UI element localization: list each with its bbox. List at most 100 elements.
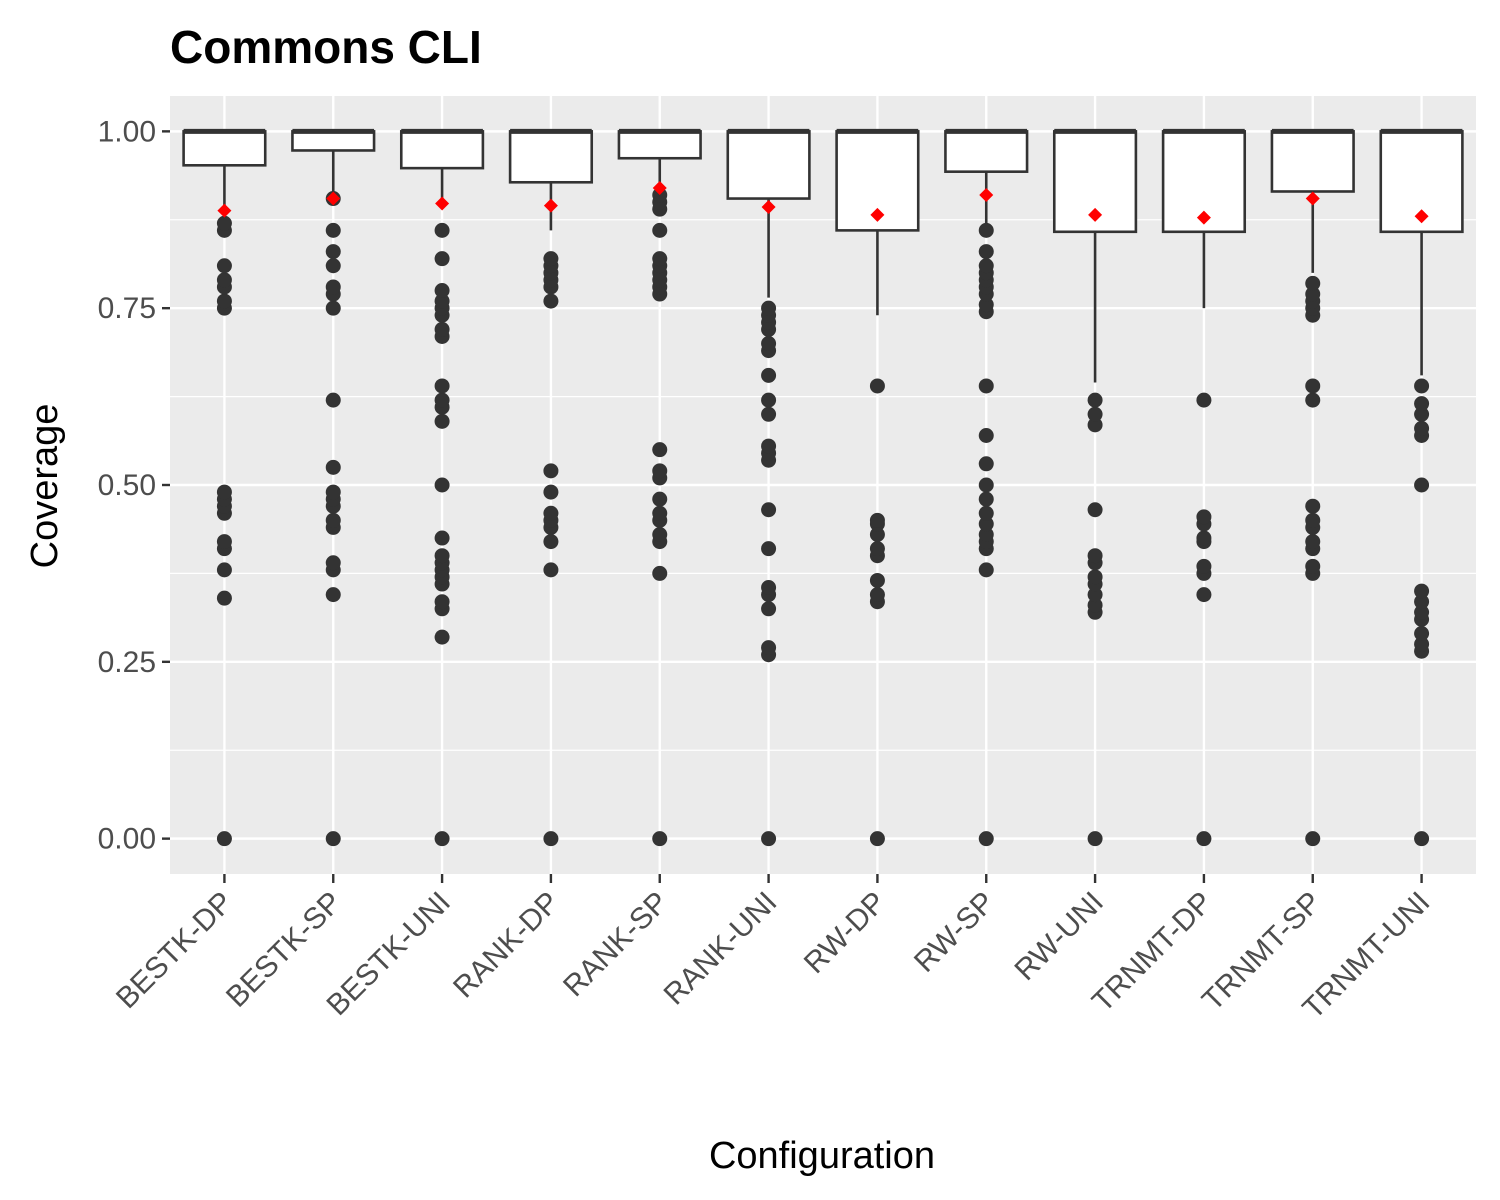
x-tick-label: RW-SP: [908, 886, 1001, 979]
outlier-point: [1305, 498, 1321, 514]
outlier-point: [434, 283, 450, 298]
outlier-point: [1087, 392, 1103, 408]
mean-marker: [979, 188, 994, 203]
outlier-point: [216, 293, 232, 309]
outlier-point: [978, 258, 994, 274]
outlier-point: [216, 534, 232, 550]
outlier-point: [1087, 597, 1103, 613]
outlier-point: [434, 251, 450, 267]
outlier-point: [1305, 286, 1321, 302]
outlier-point: [216, 590, 232, 606]
outlier-point: [652, 527, 668, 543]
box-body: [1270, 130, 1355, 193]
outlier-point: [652, 442, 668, 458]
x-tick-label: RANK-SP: [557, 886, 675, 1004]
outlier-point: [978, 831, 994, 847]
outlier-point: [1414, 626, 1430, 642]
outlier-point: [652, 187, 668, 203]
outlier-point: [325, 587, 341, 603]
outlier-point: [1196, 558, 1212, 574]
outlier-point: [1087, 587, 1103, 603]
outlier-point: [761, 392, 777, 408]
box-body: [726, 130, 811, 200]
box-trnmt-dp: [1161, 128, 1247, 847]
outlier-point: [869, 512, 885, 528]
outlier-point: [434, 831, 450, 847]
box-trnmt-uni: [1379, 128, 1464, 847]
outlier-point: [543, 484, 559, 500]
outlier-point: [1196, 831, 1212, 847]
outlier-point: [869, 587, 885, 603]
outlier-point: [978, 562, 994, 578]
outlier-point: [1087, 548, 1103, 564]
outlier-point: [869, 541, 885, 557]
outlier-point: [761, 367, 777, 383]
outlier-point: [652, 505, 668, 521]
outlier-point: [434, 222, 450, 238]
outlier-point: [1196, 392, 1212, 408]
x-axis-title: Configuration: [709, 1135, 935, 1177]
mean-marker: [870, 207, 885, 222]
x-tick-label: RANK-DP: [447, 886, 566, 1005]
outlier-point: [543, 505, 559, 521]
outlier-point: [216, 272, 232, 288]
outlier-point: [543, 534, 559, 550]
x-tick-label: RANK-UNI: [658, 886, 784, 1012]
outlier-point: [761, 502, 777, 518]
outlier-point: [1196, 509, 1212, 525]
outlier-point: [1196, 587, 1212, 603]
mean-marker: [217, 203, 232, 218]
outlier-point: [978, 516, 994, 532]
box-body: [182, 130, 267, 167]
outlier-point: [761, 300, 777, 316]
y-tick-label: 0.00: [98, 823, 156, 856]
box-rw-sp: [944, 128, 1029, 847]
box-rank-dp: [508, 128, 594, 847]
mean-marker: [1305, 191, 1320, 206]
outlier-point: [978, 222, 994, 238]
outlier-point: [434, 530, 450, 546]
outlier-point: [325, 244, 341, 260]
box-bestk-dp: [182, 128, 267, 847]
outlier-point: [434, 378, 450, 394]
y-axis: 0.00 0.25 0.50 0.75 1.00: [98, 115, 170, 856]
outlier-point: [652, 251, 668, 267]
outlier-point: [761, 336, 777, 352]
outlier-point: [434, 594, 450, 610]
outlier-point: [1087, 406, 1103, 422]
outlier-point: [325, 512, 341, 528]
box-body: [508, 130, 594, 184]
outlier-point: [1414, 583, 1430, 599]
outlier-point: [869, 527, 885, 543]
outlier-point: [652, 565, 668, 581]
outlier-point: [978, 527, 994, 543]
outlier-point: [325, 300, 341, 316]
outlier-point: [978, 427, 994, 443]
outlier-point: [1087, 831, 1103, 847]
outlier-point: [978, 505, 994, 521]
mean-marker: [652, 180, 667, 195]
outlier-point: [1414, 831, 1430, 847]
mean-marker: [435, 196, 450, 211]
mean-marker: [326, 191, 341, 206]
outlier-point: [434, 392, 450, 408]
box-rw-uni: [1052, 128, 1138, 847]
x-tick-label: RW-DP: [798, 886, 892, 980]
outlier-point: [434, 293, 450, 309]
outlier-point: [543, 562, 559, 578]
outlier-point: [1305, 512, 1321, 528]
outlier-point: [325, 222, 341, 238]
box-body: [399, 130, 485, 170]
outlier-point: [761, 541, 777, 557]
boxes: [182, 128, 1464, 847]
box-trnmt-sp: [1270, 128, 1355, 847]
x-tick-label: RW-UNI: [1009, 886, 1111, 988]
outlier-point: [1087, 502, 1103, 518]
outlier-point: [1414, 406, 1430, 422]
chart-title: Commons CLI: [170, 21, 482, 73]
outlier-point: [652, 491, 668, 507]
outlier-point: [761, 438, 777, 454]
outlier-point: [434, 548, 450, 564]
outlier-point: [216, 258, 232, 274]
outlier-point: [1305, 534, 1321, 550]
